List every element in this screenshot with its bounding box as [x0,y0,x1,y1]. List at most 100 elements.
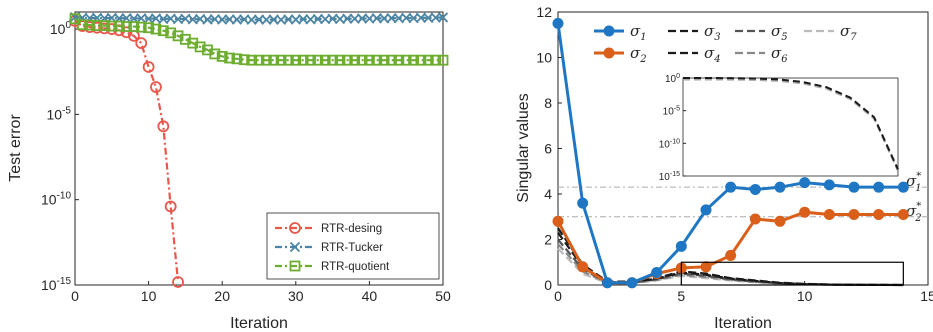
right-legend-label-5: σ6 [771,44,788,65]
left-x-tick-label: 50 [435,288,451,304]
left-series-2-point [172,30,184,42]
left-y-axis-label: Test error [7,114,24,182]
left-series-2-point [386,54,397,66]
left-series-2-point [84,19,96,31]
left-series-0-point [157,120,170,133]
left-series-2-point [69,13,81,25]
inset-line-black [683,77,899,170]
left-series-2-point [334,54,346,66]
left-series-2-point [260,54,272,66]
right-x-axis-label: Iteration [714,315,772,332]
left-x-ticks: 0 10 20 30 40 50 [71,281,451,304]
right-legend-label-2: σ3 [704,22,721,43]
left-series-2-point [363,54,375,66]
inset-line-gray [683,78,899,172]
right-series-0-point [897,181,909,193]
left-legend-marker-2 [289,260,301,272]
left-series-0-point [135,37,148,50]
right-series-0-point [700,204,712,216]
left-x-tick-label: 10 [141,288,157,304]
left-x-tick-label: 40 [362,288,378,304]
right-legend-marker-0 [603,25,615,37]
right-x-ticks: 0 5 10 15 [554,281,933,304]
right-series-0-point [725,181,737,193]
left-y-tick-label: 10-5 [47,105,72,122]
left-series-2-point [356,54,368,66]
left-y-tick-label: 100 [50,20,72,37]
left-legend-label-0: RTR-desing [321,223,382,235]
right-legend-label-4: σ5 [771,22,788,43]
left-series-2-point [91,20,103,31]
right-legend-label-1: σ2 [630,44,647,65]
right-panel-singular-values: σ* 1 σ* 2 0 5 10 15 0 2 4 6 8 10 12 Iteration Singul… [515,4,933,332]
right-y-tick-label: 6 [544,141,552,157]
right-series-1-point [552,215,564,227]
inset-y-tick-label: 10-15 [659,171,680,183]
left-series-2-point [246,54,258,66]
reference-label-1: σ* 2 [906,201,922,224]
right-y-tick-label: 8 [544,95,552,111]
left-series-1-point [437,12,449,23]
right-x-tick-label: 10 [797,288,813,304]
right-y-tick-label: 10 [536,50,552,66]
left-series-0-point [172,276,184,288]
left-series-0-point [142,61,155,73]
left-y-tick-label: 10-15 [41,276,71,293]
left-y-ticks: 100 10-5 10-10 10-15 [41,20,79,293]
left-legend-marker-0 [289,222,301,234]
right-series-1-point [873,208,885,220]
right-legend: σ1 σ3 σ5 σ7 σ2 σ4 σ6 [594,22,857,65]
right-series-1-point [749,213,761,225]
left-series-2-point [275,54,287,66]
left-series-2-point [143,22,155,34]
right-series-1-point [848,208,860,220]
left-series-2-point [231,53,243,65]
left-series-2-point [327,54,339,66]
left-series-2-point [194,41,206,53]
right-y-tick-label: 2 [544,232,552,248]
left-series-2-point [422,54,434,66]
right-series-1-point [577,261,589,273]
right-x-tick-label: 15 [920,288,933,304]
right-series-1-point [700,261,712,273]
left-series-2-point [319,54,331,66]
right-series-0-point [601,277,613,289]
left-series-2-point [290,54,302,66]
right-series-0-point [552,17,564,29]
right-series-0-point [774,181,786,193]
right-series-0-point [873,181,885,193]
right-series-1-point [799,206,811,218]
left-series-2-point [165,27,177,39]
left-x-tick-label: 20 [214,288,230,304]
left-series-2-point [400,54,412,66]
right-series-0-point [675,240,687,252]
inset-y-tick-label: 10-10 [659,138,680,150]
left-series-2-point [349,54,361,66]
inset-plot-area [682,77,899,177]
left-series-0-point [120,26,133,39]
left-series-2-point [99,20,110,31]
left-series-2-point [238,54,250,66]
left-series-2-point [341,54,353,66]
right-series-1-point [725,249,737,261]
right-y-tick-label: 4 [544,186,552,202]
right-series-1-point [897,208,909,220]
left-series-2-point [283,54,294,66]
left-series-2-point [297,54,309,66]
left-series-2-point [415,54,427,66]
left-series-2-point [135,21,147,33]
left-series-2-point [216,50,228,62]
left-series-2-point [157,25,169,37]
inset-y-tick-label: 100 [665,73,680,85]
right-series-0-point [626,277,638,289]
right-series-1-point [823,208,835,220]
right-y-axis-label: Singular values [515,93,532,202]
right-series-0-point [848,181,860,193]
right-x-tick-label: 5 [677,288,685,304]
left-series-2-point [253,54,265,66]
left-series-2-point [121,21,132,32]
right-series-0-point [577,197,589,209]
left-series-2-point [106,20,118,32]
